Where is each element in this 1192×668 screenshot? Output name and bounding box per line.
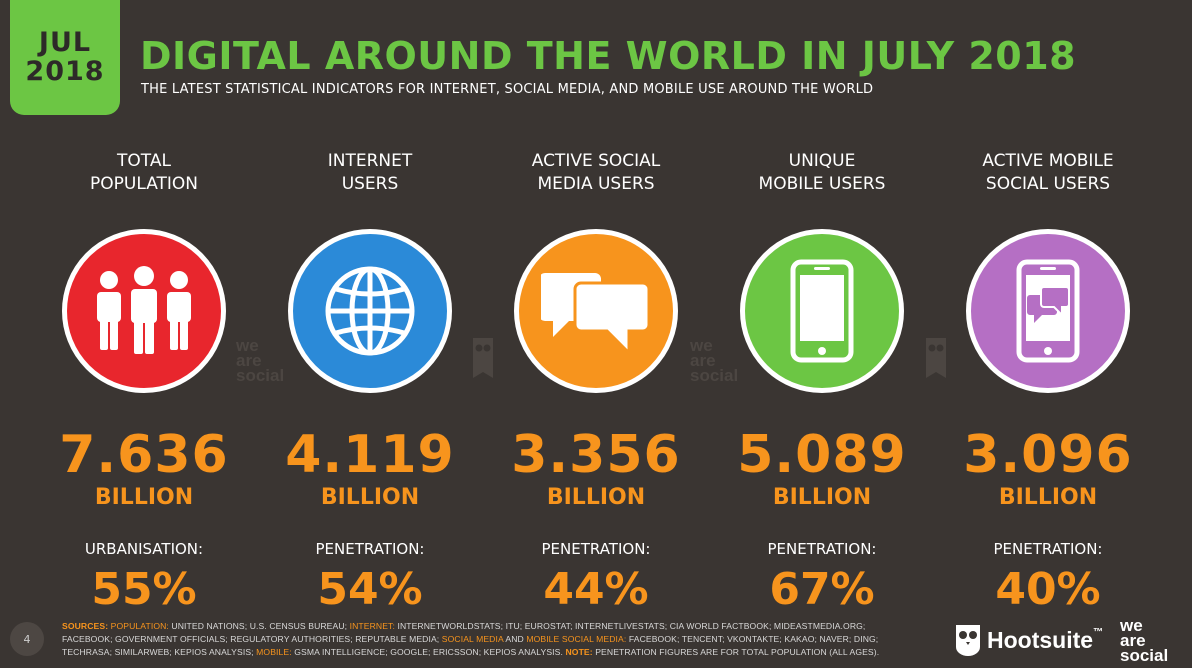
stat-unit: BILLION — [546, 485, 646, 510]
stat-column-mobile-social: ACTIVE MOBILE SOCIAL USERS 3.096 BILLION… — [935, 150, 1161, 615]
mobile-chat-icon — [1016, 259, 1080, 363]
mobile-circle — [740, 229, 904, 393]
hootsuite-owl-watermark-icon — [926, 338, 946, 378]
mobile-phone-icon — [790, 259, 854, 363]
stat-label: ACTIVE MOBILE SOCIAL USERS — [935, 150, 1161, 196]
stat-label-line1: TOTAL — [117, 151, 171, 171]
trademark-symbol: ™ — [1093, 626, 1104, 638]
note-label: NOTE: — [565, 647, 593, 657]
stat-percent: 40% — [995, 564, 1101, 615]
we-are-social-watermark: we are social — [236, 336, 285, 385]
watermark-line3: social — [690, 366, 739, 385]
page-number: 4 — [10, 622, 44, 656]
internet-circle — [288, 229, 452, 393]
stat-sublabel: URBANISATION: — [84, 540, 204, 558]
people-icon — [97, 266, 191, 354]
stat-label: TOTAL POPULATION — [31, 150, 257, 196]
stat-label: INTERNET USERS — [257, 150, 483, 196]
hootsuite-owl-icon — [956, 625, 980, 656]
stat-label-line1: INTERNET — [327, 151, 413, 171]
watermark-line2: are — [236, 351, 262, 370]
stat-value: 3.096 — [963, 425, 1133, 485]
hootsuite-owl-watermark-icon — [473, 338, 493, 378]
stat-sublabel: PENETRATION: — [315, 540, 425, 558]
logo-line2: are — [1120, 631, 1146, 650]
stat-unit: BILLION — [998, 485, 1098, 510]
stat-label: ACTIVE SOCIAL MEDIA USERS — [483, 150, 709, 196]
stat-value: 4.119 — [285, 425, 455, 485]
sources-label: SOURCES: — [62, 621, 109, 631]
watermark-line1: we — [236, 336, 259, 355]
stat-unit: BILLION — [94, 485, 194, 510]
internet-sources: INTERNETWORLDSTATS; ITU; EUROSTAT; INTER… — [397, 621, 866, 631]
we-are-social-watermark: we are social — [690, 336, 739, 385]
stat-sublabel: PENETRATION: — [993, 540, 1103, 558]
we-are-social-logo: we are social — [1120, 616, 1169, 665]
mobile-label: MOBILE: — [256, 647, 292, 657]
note-text: PENETRATION FIGURES ARE FOR TOTAL POPULA… — [595, 647, 880, 657]
badge-month: JUL — [38, 27, 92, 59]
watermark-line3: social — [236, 366, 285, 385]
sources-text: SOURCES: POPULATION: UNITED NATIONS; U.S… — [62, 620, 932, 659]
stat-label-line1: UNIQUE — [788, 151, 856, 171]
page-subtitle: THE LATEST STATISTICAL INDICATORS FOR IN… — [141, 82, 874, 97]
stat-percent: 67% — [769, 564, 875, 615]
stat-label-line2: SOCIAL USERS — [985, 174, 1111, 194]
logo-line3: social — [1120, 646, 1169, 665]
stat-column-population: TOTAL POPULATION 7.636 BILLION URBANISAT… — [31, 150, 257, 615]
hootsuite-text: Hootsuite — [987, 626, 1094, 653]
badge-year: 2018 — [25, 55, 105, 87]
stat-column-internet: INTERNET USERS 4.119 BILLION PENETRATION… — [257, 150, 483, 615]
stat-unit: BILLION — [320, 485, 420, 510]
stat-value: 3.356 — [511, 425, 681, 485]
sources-line3: TECHRASA; SIMILARWEB; KEPIOS ANALYSIS; — [62, 647, 254, 657]
hootsuite-wordmark: Hootsuite™ — [987, 627, 1103, 654]
stat-sublabel: PENETRATION: — [767, 540, 877, 558]
hootsuite-logo: Hootsuite™ — [955, 624, 1103, 656]
mobile-social-circle — [966, 229, 1130, 393]
stat-label-line1: ACTIVE MOBILE — [982, 151, 1114, 171]
watermark-line1: we — [690, 336, 713, 355]
stat-value: 5.089 — [737, 425, 907, 485]
globe-icon — [325, 266, 415, 356]
stat-label: UNIQUE MOBILE USERS — [709, 150, 935, 196]
logo-line1: we — [1120, 616, 1143, 635]
internet-label: INTERNET: — [349, 621, 395, 631]
date-badge: JUL 2018 — [10, 0, 120, 115]
watermark-line2: are — [690, 351, 716, 370]
social-circle — [514, 229, 678, 393]
stat-percent: 54% — [317, 564, 423, 615]
stat-column-social: ACTIVE SOCIAL MEDIA USERS 3.356 BILLION … — [483, 150, 709, 615]
social-label: SOCIAL MEDIA — [441, 634, 504, 644]
stat-unit: BILLION — [772, 485, 872, 510]
stat-label-line2: POPULATION — [90, 174, 198, 194]
population-label: POPULATION: — [110, 621, 169, 631]
stat-label-line1: ACTIVE SOCIAL — [531, 151, 661, 171]
stat-label-line2: MEDIA USERS — [537, 174, 655, 194]
population-sources: UNITED NATIONS; U.S. CENSUS BUREAU; — [171, 621, 348, 631]
social-sources: FACEBOOK; TENCENT; VKONTAKTE; KAKAO; NAV… — [628, 634, 879, 644]
stat-label-line2: USERS — [341, 174, 399, 194]
and-text: AND — [505, 634, 524, 644]
mobile-social-label: MOBILE SOCIAL MEDIA: — [526, 634, 627, 644]
stat-sublabel: PENETRATION: — [541, 540, 651, 558]
stat-column-mobile: UNIQUE MOBILE USERS 5.089 BILLION PENETR… — [709, 150, 935, 615]
stat-label-line2: MOBILE USERS — [758, 174, 886, 194]
mobile-sources: GSMA INTELLIGENCE; GOOGLE; ERICSSON; KEP… — [294, 647, 563, 657]
population-circle — [62, 229, 226, 393]
stat-value: 7.636 — [59, 425, 229, 485]
sources-line2: FACEBOOK; GOVERNMENT OFFICIALS; REGULATO… — [62, 634, 440, 644]
page-title: DIGITAL AROUND THE WORLD IN JULY 2018 — [140, 34, 1077, 78]
chat-bubbles-icon — [541, 273, 651, 357]
stat-percent: 55% — [91, 564, 197, 615]
stat-percent: 44% — [543, 564, 649, 615]
